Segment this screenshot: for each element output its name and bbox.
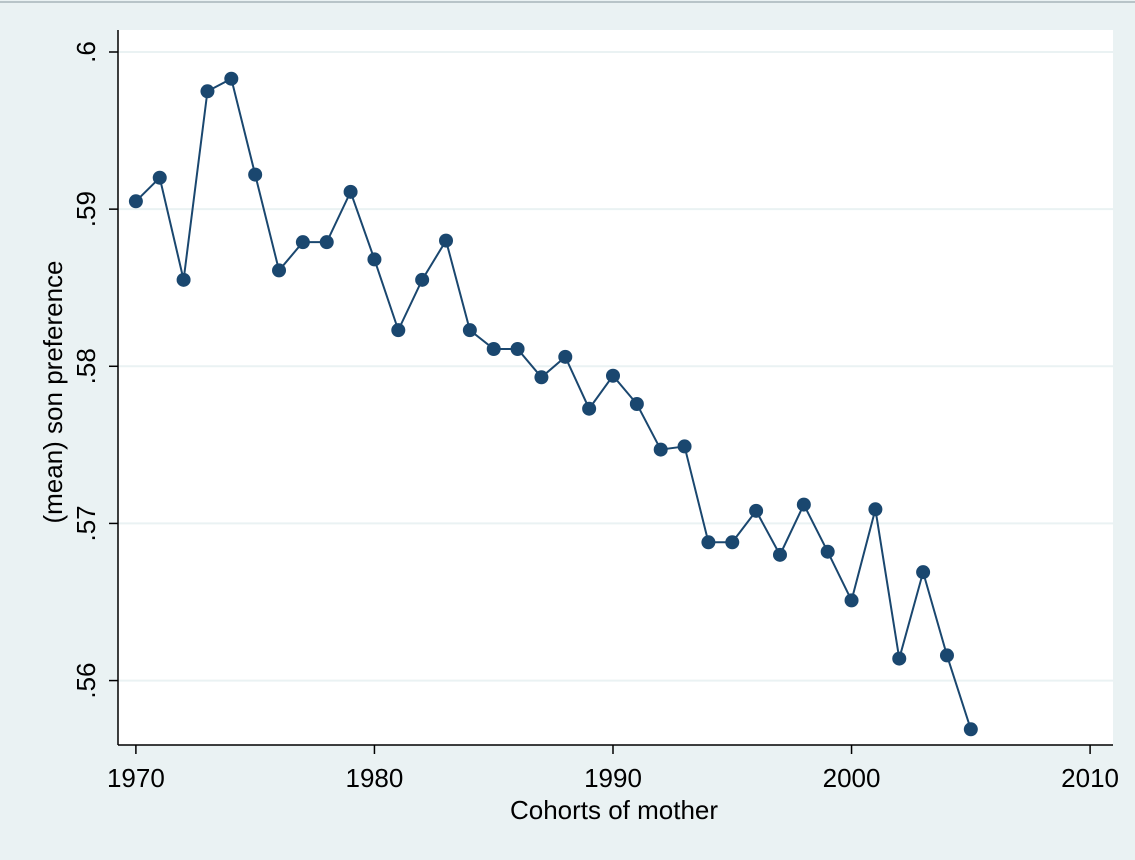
data-point — [224, 71, 239, 86]
data-point — [176, 272, 191, 287]
x-tick-label: 1970 — [107, 763, 165, 793]
x-axis-title: Cohorts of mother — [510, 795, 718, 825]
data-point — [391, 323, 406, 338]
data-point — [510, 342, 525, 356]
y-axis-title: (mean) son preference — [38, 260, 68, 523]
series-line — [135, 77, 972, 730]
data-point — [319, 235, 334, 250]
data-point — [749, 503, 764, 518]
data-point — [462, 323, 477, 338]
data-point — [701, 535, 716, 550]
data-point — [295, 235, 310, 250]
y-tick-label: .58 — [71, 348, 101, 384]
data-point — [128, 194, 143, 209]
data-point — [343, 184, 358, 199]
plot-area — [118, 30, 1113, 745]
y-tick-label: .57 — [71, 505, 101, 541]
data-point — [558, 349, 573, 364]
y-tick-label: .56 — [71, 662, 101, 698]
data-point — [605, 368, 620, 383]
data-point — [415, 272, 430, 287]
data-point — [439, 233, 454, 248]
data-point — [152, 170, 167, 185]
data-point — [844, 593, 859, 608]
data-point — [629, 397, 644, 411]
x-tick-label: 2000 — [823, 763, 881, 793]
data-point — [916, 565, 931, 580]
x-tick-label: 2010 — [1061, 763, 1119, 793]
data-point — [820, 544, 835, 559]
data-point — [272, 263, 287, 278]
x-tick-label: 1990 — [584, 763, 642, 793]
y-tick-label: .59 — [71, 191, 101, 227]
data-point — [796, 497, 811, 512]
data-point — [200, 84, 215, 99]
data-point — [486, 342, 501, 356]
data-point — [653, 442, 668, 457]
data-point — [963, 722, 978, 737]
data-point — [892, 651, 907, 666]
y-tick-label: .6 — [71, 41, 101, 63]
data-point — [534, 370, 549, 385]
data-point — [248, 167, 263, 182]
x-tick-label: 1980 — [346, 763, 404, 793]
data-point — [868, 502, 883, 517]
data-point — [725, 535, 740, 550]
data-point — [582, 401, 597, 416]
data-point — [939, 648, 954, 663]
data-point — [677, 439, 692, 454]
data-point — [367, 252, 382, 267]
data-point — [772, 547, 787, 562]
